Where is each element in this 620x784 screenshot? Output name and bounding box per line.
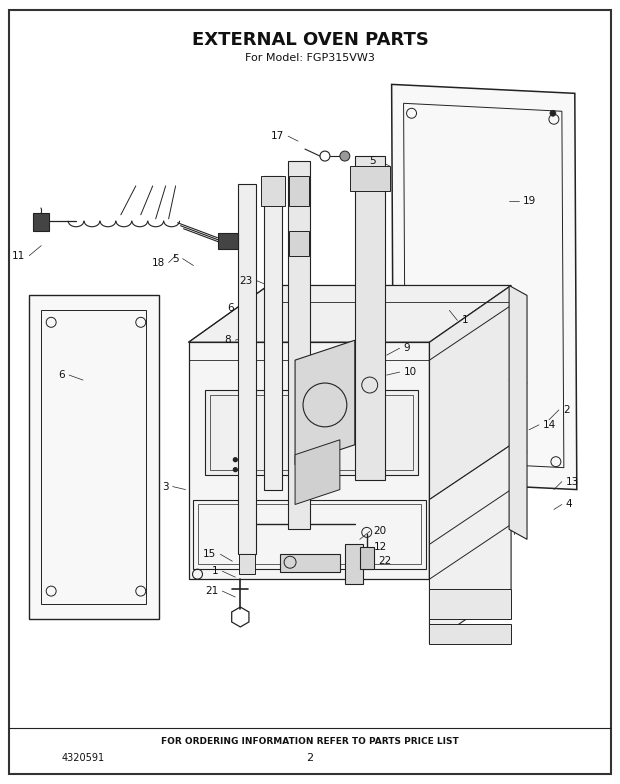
Text: 11: 11 bbox=[12, 251, 25, 260]
Polygon shape bbox=[392, 85, 577, 489]
Polygon shape bbox=[264, 176, 282, 489]
Text: 17: 17 bbox=[271, 131, 284, 141]
Circle shape bbox=[340, 151, 350, 161]
Text: 8: 8 bbox=[224, 336, 231, 345]
Text: 5: 5 bbox=[369, 156, 376, 166]
Circle shape bbox=[233, 468, 237, 472]
Polygon shape bbox=[188, 285, 511, 343]
Text: 6: 6 bbox=[228, 303, 234, 314]
Text: FOR ORDERING INFORMATION REFER TO PARTS PRICE LIST: FOR ORDERING INFORMATION REFER TO PARTS … bbox=[161, 737, 459, 746]
Text: 21: 21 bbox=[205, 586, 218, 596]
Bar bbox=[289, 176, 309, 206]
Bar bbox=[350, 166, 389, 191]
Bar bbox=[239, 554, 255, 574]
Bar bbox=[210, 395, 412, 470]
Circle shape bbox=[550, 111, 556, 116]
Bar bbox=[193, 499, 427, 569]
Bar bbox=[430, 624, 511, 644]
Bar bbox=[41, 310, 146, 604]
Polygon shape bbox=[295, 340, 355, 465]
Polygon shape bbox=[430, 285, 511, 579]
Text: 22: 22 bbox=[379, 556, 392, 566]
Text: 13: 13 bbox=[566, 477, 579, 487]
Text: 9: 9 bbox=[404, 343, 410, 354]
Text: eReplacementParts.com: eReplacementParts.com bbox=[227, 445, 363, 455]
Text: 6: 6 bbox=[58, 370, 65, 380]
Text: 19: 19 bbox=[523, 196, 536, 206]
Polygon shape bbox=[29, 296, 159, 619]
Text: EXTERNAL OVEN PARTS: EXTERNAL OVEN PARTS bbox=[192, 31, 428, 49]
Polygon shape bbox=[509, 285, 527, 539]
Bar bbox=[430, 589, 511, 619]
Text: 4: 4 bbox=[566, 499, 572, 510]
Bar bbox=[198, 504, 422, 564]
Text: 5: 5 bbox=[172, 253, 179, 263]
Text: For Model: FGP315VW3: For Model: FGP315VW3 bbox=[245, 53, 375, 63]
Text: 1: 1 bbox=[212, 566, 218, 576]
Polygon shape bbox=[188, 343, 430, 579]
Polygon shape bbox=[288, 161, 310, 529]
Text: 12: 12 bbox=[374, 543, 387, 552]
Text: 4320591: 4320591 bbox=[61, 753, 104, 764]
Polygon shape bbox=[355, 156, 384, 480]
Text: 3: 3 bbox=[162, 481, 169, 492]
Text: 2: 2 bbox=[563, 405, 570, 415]
Bar bbox=[280, 554, 340, 572]
Text: 10: 10 bbox=[404, 367, 417, 377]
Polygon shape bbox=[218, 233, 238, 249]
Text: eReplacementParts.com: eReplacementParts.com bbox=[231, 425, 358, 435]
Bar bbox=[289, 230, 309, 256]
Text: 14: 14 bbox=[543, 420, 556, 430]
Bar bbox=[360, 547, 374, 569]
Polygon shape bbox=[33, 212, 49, 230]
Circle shape bbox=[233, 458, 237, 462]
Bar bbox=[205, 390, 417, 474]
Polygon shape bbox=[238, 184, 256, 554]
Polygon shape bbox=[295, 440, 340, 504]
Text: 15: 15 bbox=[203, 550, 216, 559]
Bar bbox=[261, 176, 285, 206]
Bar bbox=[345, 544, 363, 584]
Text: 23: 23 bbox=[239, 275, 252, 285]
Text: 18: 18 bbox=[151, 258, 165, 267]
Text: 20: 20 bbox=[374, 526, 387, 536]
Polygon shape bbox=[430, 445, 511, 644]
Text: 2: 2 bbox=[306, 753, 314, 764]
Text: 1: 1 bbox=[461, 315, 468, 325]
